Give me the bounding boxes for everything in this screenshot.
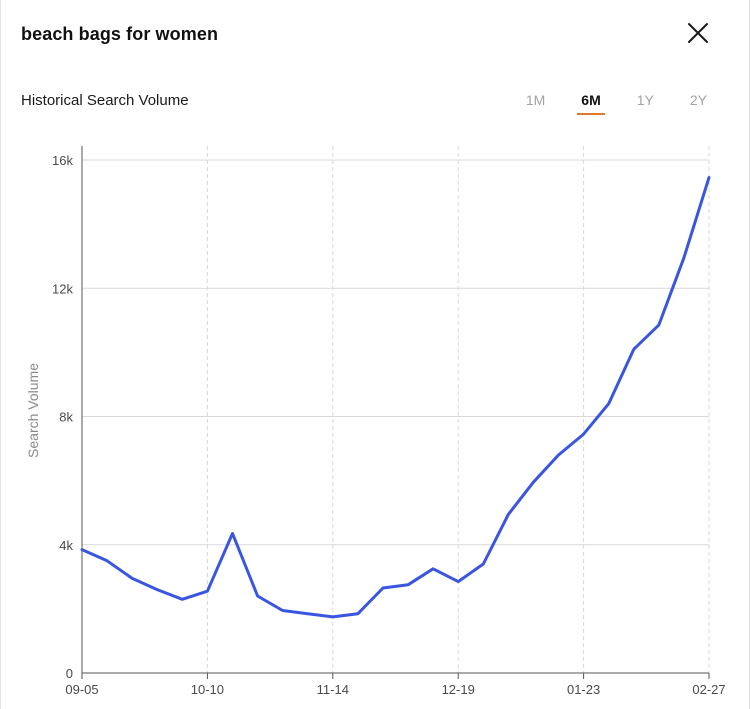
series-line (80, 176, 711, 619)
range-tabs: 1M 6M 1Y 2Y (494, 90, 711, 115)
data-point[interactable] (202, 586, 212, 596)
data-point[interactable] (328, 612, 338, 622)
data-point[interactable] (127, 573, 137, 583)
data-point[interactable] (604, 399, 614, 409)
y-axis-title: Search Volume (25, 363, 41, 458)
data-point[interactable] (403, 580, 413, 590)
x-tick-label: 09-05 (65, 682, 98, 697)
data-point[interactable] (102, 556, 112, 566)
close-button[interactable] (685, 20, 711, 46)
data-point[interactable] (528, 477, 538, 487)
keyword-title: beach bags for women (21, 24, 219, 44)
x-tick-label: 01-23 (567, 682, 600, 697)
x-tick-label: 12-19 (442, 682, 475, 697)
data-point[interactable] (278, 605, 288, 615)
x-tick-label: 10-10 (191, 682, 224, 697)
range-tab-1m[interactable]: 1M (525, 92, 546, 108)
data-point[interactable] (554, 450, 564, 460)
data-point[interactable] (353, 609, 363, 619)
data-point[interactable] (303, 609, 313, 619)
data-point[interactable] (453, 577, 463, 587)
data-point[interactable] (704, 173, 714, 183)
y-tick-label: 16k (52, 153, 73, 168)
range-tab-1y[interactable]: 1Y (636, 92, 654, 108)
x-tick-label: 02-27 (692, 682, 725, 697)
data-point[interactable] (378, 583, 388, 593)
data-point[interactable] (478, 559, 488, 569)
data-point[interactable] (654, 320, 664, 330)
chart-section-title: Historical Search Volume (21, 92, 189, 109)
data-point[interactable] (77, 545, 87, 555)
y-tick-label: 4k (59, 538, 73, 553)
x-tick-label: 11-14 (317, 682, 349, 697)
data-point[interactable] (253, 591, 263, 601)
y-tick-label: 0 (66, 666, 73, 681)
data-point[interactable] (679, 253, 689, 263)
data-point[interactable] (629, 344, 639, 354)
data-point[interactable] (227, 529, 237, 539)
data-point[interactable] (152, 585, 162, 595)
data-point[interactable] (428, 564, 438, 574)
close-icon (688, 23, 708, 43)
data-point[interactable] (579, 429, 589, 439)
range-tab-2y[interactable]: 2Y (689, 92, 707, 108)
y-tick-label: 12k (52, 281, 73, 296)
data-point[interactable] (177, 594, 187, 604)
y-tick-label: 8k (59, 410, 73, 425)
data-point[interactable] (503, 509, 513, 519)
range-tab-6m[interactable]: 6M (577, 90, 606, 115)
